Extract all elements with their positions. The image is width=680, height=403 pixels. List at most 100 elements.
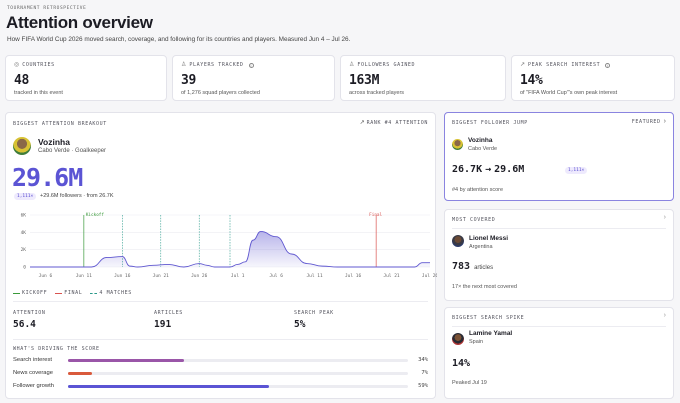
kpi-sub: of "FIFA World Cup"'s own peak interest [520, 90, 618, 96]
page-eyebrow: TOURNAMENT RETROSPECTIVE [7, 6, 87, 11]
x-tick-label: Jun 26 [191, 273, 208, 279]
kickoff-label: Kickoff [86, 212, 105, 218]
breakout-panel: BIGGEST ATTENTION BREAKOUT ↗ RANK #4 ATT… [5, 112, 437, 399]
spike-foot: Peaked Jul 19 [452, 380, 487, 386]
globe-icon: ◎ [14, 62, 20, 68]
stat-attention: ATTENTION 56.4 [13, 310, 46, 330]
driver-bar-fill [68, 372, 92, 375]
driver-label: News coverage [13, 370, 53, 376]
attention-chart: 0 2K 4K 6K Kickoff Final Jun 6 Jun 11 Jun 16 Jun … [21, 212, 437, 279]
series-line [29, 231, 430, 268]
featured-caption: BIGGEST FOLLOWER JUMP [452, 120, 528, 126]
kpi-sub: tracked in this event [14, 90, 63, 96]
y-tick-label: 6K [21, 213, 27, 219]
kpi-value: 48 [14, 73, 30, 88]
legend-final: FINAL [64, 290, 83, 296]
drivers-caption: WHAT'S DRIVING THE SCORE [13, 346, 100, 352]
y-tick-label: 2K [21, 247, 27, 253]
spike-name: Lamine Yamal [469, 330, 513, 337]
trend-icon: ↗ [359, 120, 365, 126]
featured-card[interactable]: BIGGEST FOLLOWER JUMP FEATURED › Vozinha… [444, 112, 674, 201]
x-tick-label: Jul 11 [306, 273, 323, 279]
stat-search-peak: SEARCH PEAK 5% [294, 310, 334, 330]
spike-caption: BIGGEST SEARCH SPIKE [452, 315, 525, 321]
kpi-value: 14% [520, 73, 543, 88]
covered-value: 783 [452, 261, 471, 272]
covered-name: Lionel Messi [469, 235, 509, 242]
kpi-label: PEAK SEARCH INTEREST [528, 62, 601, 68]
trend-icon: ↗ [520, 62, 526, 68]
x-tick-label: Jun 16 [114, 273, 131, 279]
followers-text: +29.6M followers · from 26.7K [40, 193, 114, 199]
person-icon: ♙ [181, 62, 187, 68]
x-tick-label: Jul 21 [383, 273, 400, 279]
x-tick-label: Jul 6 [269, 273, 283, 279]
stat-value: 5% [294, 319, 306, 330]
driver-bar-fill [68, 359, 184, 362]
driver-label: Search interest [13, 357, 52, 363]
avatar [452, 333, 464, 345]
big-value: 29.6M [12, 163, 83, 192]
kpi-sub: of 1,276 squad players collected [181, 90, 260, 96]
featured-jump: 26.7K → 29.6M [452, 164, 524, 175]
kpi-players-tracked: ♙ PLAYERS TRACKED i 39 of 1,276 squad play… [172, 55, 335, 101]
legend-kickoff: KICKOFF [22, 290, 48, 296]
y-tick-label: 0 [23, 265, 26, 271]
driver-bar [68, 359, 408, 362]
rank-link[interactable]: ↗ RANK #4 ATTENTION [359, 119, 428, 127]
kpi-label: COUNTRIES [22, 62, 55, 68]
stat-value: 56.4 [13, 319, 36, 330]
featured-name: Vozinha [468, 137, 493, 144]
most-covered-card[interactable]: MOST COVERED › Lionel Messi Argentina 78… [444, 209, 674, 301]
users-icon: ♙ [349, 62, 355, 68]
stat-value: 191 [154, 319, 172, 330]
avatar [452, 139, 463, 150]
featured-tag: FEATURED › [632, 118, 666, 125]
from-value: 26.7K [452, 164, 483, 175]
covered-country: Argentina [469, 244, 493, 250]
chevron-right-icon: › [663, 214, 666, 221]
breakout-caption: BIGGEST ATTENTION BREAKOUT [13, 121, 107, 127]
x-tick-label: Jun 11 [76, 273, 93, 279]
x-tick-label: Jul 26 [422, 273, 437, 279]
covered-unit: articles [474, 265, 494, 271]
rank-label: RANK #4 ATTENTION [366, 119, 428, 126]
page-title: Attention overview [6, 13, 153, 32]
spike-country: Spain [469, 339, 484, 345]
multiplier-badge: 1,111× [565, 167, 588, 174]
driver-value: 7% [421, 370, 428, 376]
spike-value: 14% [452, 358, 471, 369]
driver-value: 34% [418, 357, 428, 363]
avatar [13, 137, 31, 155]
covered-caption: MOST COVERED [452, 217, 496, 223]
multiplier-badge: 1,111× [14, 193, 37, 200]
kpi-countries: ◎ COUNTRIES 48 tracked in this event [5, 55, 167, 101]
page-subtitle: How FIFA World Cup 2026 moved search, co… [7, 36, 351, 43]
stat-label: ATTENTION [13, 310, 46, 316]
stat-label: SEARCH PEAK [294, 310, 334, 316]
covered-value-row: 783 articles [452, 261, 493, 272]
driver-value: 59% [418, 383, 428, 389]
player-meta: Cabo Verde · Goalkeeper [38, 148, 107, 154]
x-tick-label: Jun 21 [153, 273, 170, 279]
final-label: Final [369, 212, 382, 218]
search-spike-card[interactable]: BIGGEST SEARCH SPIKE › Lamine Yamal Spai… [444, 307, 674, 399]
kpi-value: 163M [349, 73, 380, 88]
driver-label: Follower growth [13, 383, 54, 389]
legend-matches: 4 MATCHES [99, 290, 132, 296]
x-tick-label: Jul 1 [231, 273, 245, 279]
x-tick-label: Jul 16 [345, 273, 362, 279]
info-icon[interactable]: i [605, 62, 611, 68]
chevron-right-icon: › [663, 312, 666, 319]
kpi-sub: across tracked players [349, 90, 405, 96]
kpi-followers-gained: ♙ FOLLOWERS GAINED 163M across tracked pl… [340, 55, 506, 101]
kpi-value: 39 [181, 73, 197, 88]
info-icon[interactable]: i [248, 62, 254, 68]
player-name: Vozinha [38, 137, 70, 147]
to-value: 29.6M [494, 164, 525, 175]
driver-bar-fill [68, 385, 269, 388]
tag-label: FEATURED [631, 118, 661, 125]
kpi-label: FOLLOWERS GAINED [357, 62, 416, 68]
stat-label: ARTICLES [154, 310, 183, 316]
kpi-peak-search: ↗ PEAK SEARCH INTEREST i 14% of "FIFA Worl… [511, 55, 675, 101]
